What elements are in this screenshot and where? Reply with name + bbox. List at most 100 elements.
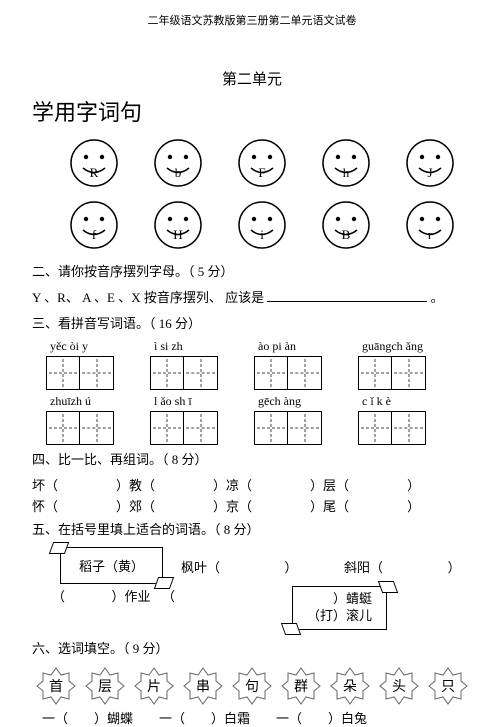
compare-cell: ）郊（ [116, 496, 213, 515]
compare-cell: ）凉（ [213, 475, 310, 494]
compare-block: 坏（）教（）凉（）层（）怀（）郊（）京（）尾（） [32, 475, 472, 515]
star-badge: 层 [85, 666, 125, 706]
smiley-face: r [404, 199, 456, 251]
star-char: 群 [281, 666, 321, 706]
tianzige-cell [80, 411, 114, 445]
tianzige-cell [46, 411, 80, 445]
fill-text: （ [52, 589, 65, 604]
fill-text: ） [448, 560, 461, 575]
star-char: 层 [85, 666, 125, 706]
compare-cell: ）京（ [213, 496, 310, 515]
tianzige-pair [46, 411, 128, 445]
compare-cell: ） [407, 496, 420, 515]
tianzige-pair [254, 411, 336, 445]
tianzige-pair [46, 356, 128, 390]
tianzige-cell [254, 356, 288, 390]
compare-cell: ）尾（ [310, 496, 407, 515]
fill-text: （ [162, 586, 175, 605]
ribbon-left: 稻子（黄） [60, 547, 163, 584]
pinyin-cell: c ǐ k è [362, 394, 444, 409]
compare-row: 坏（）教（）凉（）层（） [32, 475, 472, 494]
question-4-title: 四、比一比、再组词。（ 8 分） [32, 449, 472, 471]
tianzige-pair [254, 356, 336, 390]
compare-cell: ）教（ [116, 475, 213, 494]
face-letter: R [68, 165, 120, 181]
star-badge: 串 [183, 666, 223, 706]
tianzige-cell [254, 411, 288, 445]
face-letter: B [320, 227, 372, 243]
star-char: 头 [379, 666, 419, 706]
smiley-face: J [404, 137, 456, 189]
star-badge: 句 [232, 666, 272, 706]
fill-text: ） [285, 560, 298, 575]
compare-cell: 怀（ [32, 496, 116, 515]
fill-text: 枫叶（ [181, 560, 220, 575]
star-badge: 朵 [330, 666, 370, 706]
tianzige-pair [150, 411, 232, 445]
gridbox-row-2 [46, 411, 472, 445]
star-badge: 首 [36, 666, 76, 706]
star-row: 首层片串句群朵头只 [36, 666, 468, 706]
question-3-title: 三、看拼音写词语。（ 16 分） [32, 313, 472, 335]
smiley-row-2: fHiBr [52, 199, 472, 251]
compare-cell: ） [407, 475, 420, 494]
compare-row: 怀（）郊（）京（）尾（） [32, 496, 472, 515]
pinyin-row-2: zhuīzh úl ǎo sh īgēch àngc ǐ k è [50, 394, 472, 409]
fill-text: ）作业 [112, 589, 151, 604]
smiley-row-1: Rb Fh J [52, 137, 472, 189]
pinyin-row-1: yěc òi yì si zhào pi ànguāngch ǎng [50, 339, 472, 354]
star-char: 串 [183, 666, 223, 706]
tianzige-pair [150, 356, 232, 390]
tianzige-cell [184, 411, 218, 445]
ribbon-right: ）蜻蜓 （打）滚儿 [292, 586, 387, 630]
pinyin-cell: ì si zh [154, 339, 236, 354]
smiley-face: F [236, 137, 288, 189]
ribbon-row: 稻子（黄） 枫叶（ ） 斜阳（ ） [60, 547, 472, 584]
face-letter: b [152, 165, 204, 181]
star-char: 句 [232, 666, 272, 706]
blank-line [267, 288, 427, 302]
q2-end: 。 [431, 290, 444, 305]
face-letter: F [236, 165, 288, 181]
smiley-face: b [152, 137, 204, 189]
unit-title: 第二单元 [32, 68, 472, 89]
pinyin-cell: ào pi àn [258, 339, 340, 354]
smiley-face: f [68, 199, 120, 251]
tianzige-cell [358, 411, 392, 445]
pinyin-cell: l ǎo sh ī [154, 394, 236, 409]
question-5-title: 五、在括号里填上适合的词语。（ 8 分） [32, 519, 472, 541]
page-header: 二年级语文苏教版第三册第二单元语文试卷 [32, 12, 472, 28]
tianzige-pair [358, 411, 440, 445]
face-letter: r [404, 227, 456, 243]
face-letter: H [152, 227, 204, 243]
ribbon-r-line2: （打）滚儿 [307, 608, 372, 625]
tianzige-cell [288, 411, 322, 445]
main-heading: 学用字词句 [32, 95, 472, 127]
pinyin-cell: gēch àng [258, 394, 340, 409]
face-letter: h [320, 165, 372, 181]
answer-row: 一（ ）蝴蝶 一（ ）白霜 一（ ）白兔 [42, 708, 472, 727]
compare-cell: 坏（ [32, 475, 116, 494]
smiley-face: h [320, 137, 372, 189]
question-6-title: 六、选词填空。（ 9 分） [32, 638, 472, 660]
tianzige-cell [288, 356, 322, 390]
star-badge: 群 [281, 666, 321, 706]
q2-text: Y 、R、 A 、E 、X 按音序摆列、 应该是 [32, 290, 264, 305]
star-badge: 头 [379, 666, 419, 706]
star-badge: 只 [428, 666, 468, 706]
star-char: 只 [428, 666, 468, 706]
gridbox-row-1 [46, 356, 472, 390]
star-char: 片 [134, 666, 174, 706]
face-letter: f [68, 227, 120, 243]
tianzige-cell [184, 356, 218, 390]
compare-cell: ）层（ [310, 475, 407, 494]
tianzige-cell [150, 356, 184, 390]
tianzige-cell [392, 411, 426, 445]
question-2-title: 二、请你按音序摆列字母。（ 5 分） [32, 261, 472, 283]
tianzige-pair [358, 356, 440, 390]
question-2-line: Y 、R、 A 、E 、X 按音序摆列、 应该是 。 [32, 287, 472, 309]
pinyin-cell: guāngch ǎng [362, 339, 444, 354]
fill-text: 斜阳（ [344, 560, 383, 575]
face-letter: J [404, 165, 456, 181]
smiley-face: B [320, 199, 372, 251]
